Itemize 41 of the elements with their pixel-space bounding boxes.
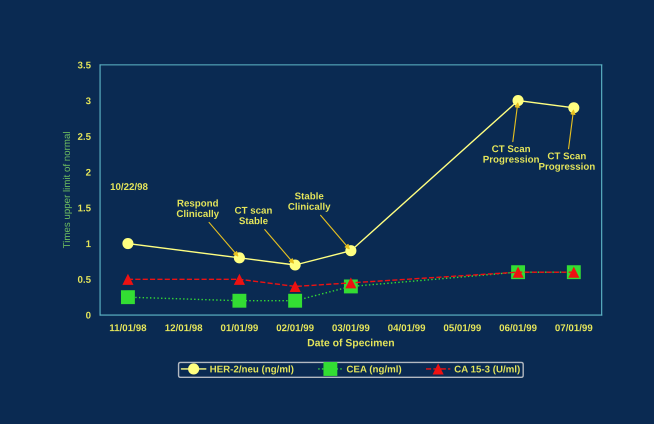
x-tick-label: 06/01/99	[500, 324, 537, 332]
point	[290, 259, 301, 271]
point	[345, 277, 356, 288]
annotation: CT Scan Progression	[539, 152, 595, 172]
x-tick-label: 11/01/98	[110, 324, 146, 332]
x-tick-label: 04/01/99	[388, 324, 426, 332]
x-tick-label: 05/01/99	[444, 324, 481, 332]
point	[232, 294, 246, 308]
annotation: 10/22/98	[110, 182, 148, 190]
point	[290, 280, 301, 292]
legend-label: CA 15-3 (U/ml)	[454, 365, 520, 374]
x-tick-label: 07/01/99	[555, 324, 592, 332]
point	[345, 245, 356, 256]
x-tick-label: 03/01/99	[332, 324, 370, 332]
y-tick-label: 1	[86, 240, 91, 248]
point	[120, 290, 135, 304]
point	[234, 274, 245, 285]
point	[512, 95, 524, 106]
point	[122, 274, 134, 285]
point	[234, 252, 245, 264]
point	[568, 102, 580, 114]
point	[288, 294, 302, 308]
y-tick-label: 3	[86, 97, 91, 104]
legend-label: HER-2/neu (ng/ml)	[210, 365, 294, 374]
x-tick-label: 12/01/98	[165, 324, 202, 332]
y-axis-title: Times upper limit of normal	[62, 132, 72, 248]
x-tick-label: 02/01/99	[276, 324, 314, 332]
annotation: Stable Clinically	[288, 192, 330, 212]
point	[122, 238, 134, 250]
y-tick-label: 0	[86, 312, 91, 319]
x-axis-title: Date of Specimen	[308, 338, 394, 348]
y-tick-label: 3.5	[78, 62, 91, 69]
y-tick-label: 2	[86, 168, 91, 176]
annotation: CT Scan Progression	[483, 145, 539, 165]
legend-label: CEA (ng/ml)	[346, 365, 402, 374]
x-tick-label: 01/01/99	[220, 324, 258, 332]
annotation: CT scan Stable	[234, 206, 272, 224]
y-tick-label: 2.5	[78, 133, 91, 140]
y-tick-label: 0.5	[78, 276, 91, 283]
y-tick-label: 1.5	[78, 204, 91, 212]
annotation: Respond Clinically	[176, 199, 220, 219]
